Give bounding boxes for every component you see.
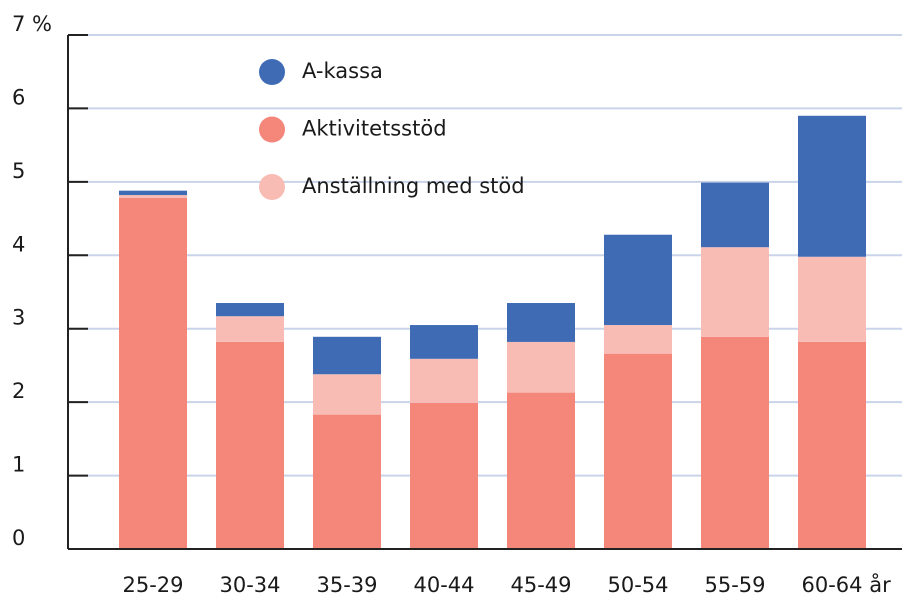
y-tick-label: 1 bbox=[12, 453, 25, 477]
legend-label: Anställning med stöd bbox=[302, 174, 525, 198]
bar-segment bbox=[798, 115, 866, 257]
bar-segment bbox=[216, 341, 284, 549]
y-tick-label: 0 bbox=[12, 526, 25, 550]
bar-segment bbox=[604, 325, 672, 354]
legend-swatch bbox=[259, 116, 285, 143]
y-tick-label: 5 bbox=[12, 159, 25, 183]
bar-segment bbox=[701, 247, 769, 337]
y-tick-label: 2 bbox=[12, 379, 25, 403]
x-tick-label: 35-39 bbox=[316, 573, 377, 597]
x-tick-label: 55-59 bbox=[704, 573, 765, 597]
bar-segment bbox=[604, 234, 672, 326]
y-tick-label: 3 bbox=[12, 306, 25, 330]
x-tick-label: 25-29 bbox=[122, 573, 183, 597]
bar-segment bbox=[119, 195, 187, 199]
x-axis-label: år bbox=[869, 572, 891, 597]
bar-segment bbox=[701, 182, 769, 248]
bar-segment bbox=[507, 341, 575, 393]
y-tick-label: 4 bbox=[12, 232, 25, 256]
bar-segment bbox=[410, 402, 478, 549]
bar-segment bbox=[701, 336, 769, 549]
x-tick-label: 60-64 bbox=[801, 573, 862, 597]
x-tick-label: 40-44 bbox=[413, 573, 474, 597]
bar-segment bbox=[216, 303, 284, 317]
bar-segment bbox=[798, 256, 866, 342]
x-tick-label: 50-54 bbox=[607, 573, 668, 597]
bar-segment bbox=[313, 336, 381, 375]
bar-segment bbox=[119, 198, 187, 550]
bar-segment bbox=[410, 358, 478, 403]
bar-segment bbox=[507, 392, 575, 549]
x-tick-label: 30-34 bbox=[219, 573, 280, 597]
y-tick-label: 6 bbox=[12, 85, 25, 109]
legend-swatch bbox=[259, 59, 285, 85]
bar-segment bbox=[216, 316, 284, 342]
x-tick-label: 45-49 bbox=[510, 573, 571, 597]
bar-segment bbox=[507, 303, 575, 342]
bar-segment bbox=[313, 414, 381, 549]
bar-segment bbox=[410, 325, 478, 359]
bar-segment bbox=[604, 353, 672, 549]
legend-label: Aktivitetsstöd bbox=[302, 117, 447, 141]
bar-segment bbox=[313, 374, 381, 415]
bar-segment bbox=[798, 341, 866, 549]
legend-label: A-kassa bbox=[302, 59, 383, 83]
legend-swatch bbox=[259, 174, 285, 200]
y-tick-label: 7 % bbox=[12, 12, 52, 36]
bar-segment bbox=[119, 190, 187, 196]
